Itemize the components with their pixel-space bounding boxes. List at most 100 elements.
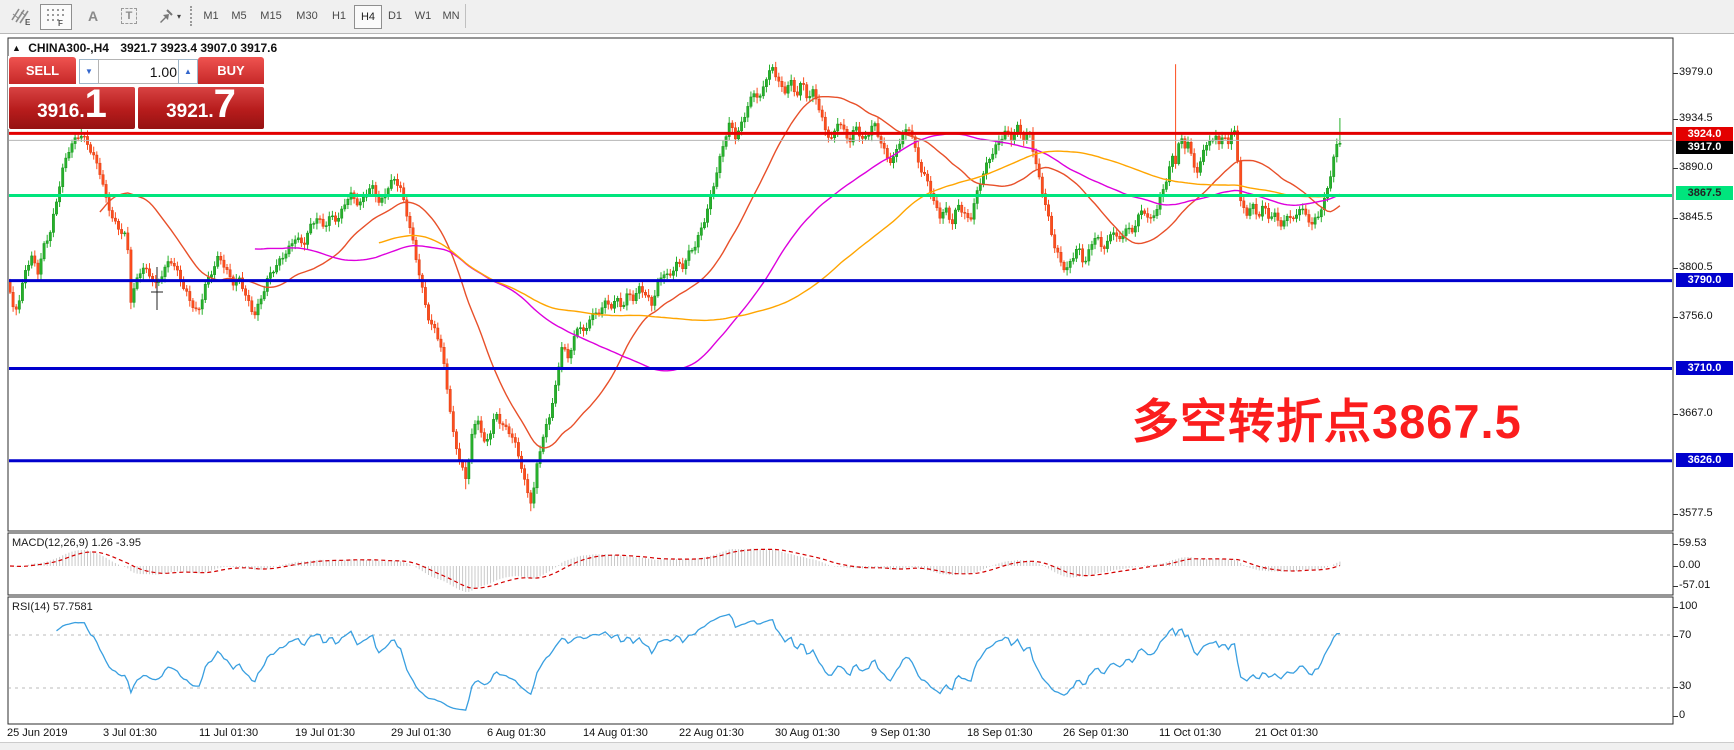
- indicator-tick-mark: [1673, 636, 1678, 637]
- price-tick-mark: [1673, 218, 1678, 219]
- arrow-objects-icon: [159, 9, 173, 23]
- buy-price-fraction: 7: [213, 82, 236, 126]
- pattern-tool-button[interactable]: E: [6, 4, 36, 28]
- macd-label: MACD(12,26,9) 1.26 -3.95: [12, 537, 142, 549]
- grid-icon: F: [47, 9, 64, 27]
- sell-price-main: 3916: [37, 101, 80, 122]
- time-axis-label: 3 Jul 01:30: [103, 727, 157, 739]
- time-axis-label: 11 Oct 01:30: [1159, 727, 1222, 739]
- time-axis-label: 11 Jul 01:30: [199, 727, 259, 739]
- price-tick-label: 3845.5: [1679, 211, 1713, 223]
- dropdown-caret-icon: ▾: [176, 11, 181, 21]
- time-axis-label: 18 Sep 01:30: [967, 727, 1033, 739]
- buy-label: BUY: [217, 63, 245, 78]
- indicator-tick-mark: [1673, 607, 1678, 608]
- price-level-badge: 3790.0: [1676, 273, 1733, 287]
- indicator-tick-label: -57.01: [1679, 579, 1711, 591]
- price-tick-label: 3800.5: [1679, 261, 1713, 273]
- price-tick-mark: [1673, 73, 1678, 74]
- buy-price-point: .: [208, 101, 214, 122]
- text-box-icon: T: [120, 8, 138, 24]
- time-axis-label: 21 Oct 01:30: [1255, 727, 1318, 739]
- volume-increase-button[interactable]: ▲: [178, 59, 198, 84]
- tf-button-M5[interactable]: M5: [231, 10, 247, 22]
- price-tick-label: 3979.0: [1679, 66, 1713, 78]
- chart-title: ▲ CHINA300-,H4 3921.7 3923.4 3907.0 3917…: [12, 41, 277, 55]
- sell-label: SELL: [25, 63, 60, 78]
- tf-button-MN[interactable]: MN: [442, 10, 460, 22]
- indicator-tick-mark: [1673, 544, 1678, 545]
- indicator-tick-label: 30: [1679, 680, 1692, 692]
- indicator-tick-label: 70: [1679, 629, 1692, 641]
- grid-toggle-button[interactable]: F: [40, 4, 72, 30]
- price-tick-label: 3890.0: [1679, 161, 1713, 173]
- time-axis-label: 19 Jul 01:30: [295, 727, 355, 739]
- price-tick-mark: [1673, 119, 1678, 120]
- time-axis-label: 9 Sep 01:30: [871, 727, 931, 739]
- price-level-badge: 3924.0: [1676, 127, 1733, 141]
- tf-button-M15[interactable]: M15: [260, 10, 282, 22]
- time-axis-label: 25 Jun 2019: [7, 727, 68, 739]
- price-tick-mark: [1673, 168, 1678, 169]
- buy-button[interactable]: BUY: [198, 57, 264, 84]
- volume-input[interactable]: 1.00: [98, 59, 184, 84]
- price-tick-label: 3577.5: [1679, 507, 1713, 519]
- svg-text:E: E: [25, 18, 31, 26]
- buy-price-box[interactable]: 3921. 7: [138, 82, 264, 129]
- price-tick-mark: [1673, 514, 1678, 515]
- tf-button-D1[interactable]: D1: [387, 10, 403, 22]
- price-tick-mark: [1673, 268, 1678, 269]
- indicator-tick-mark: [1673, 586, 1678, 587]
- price-tick-mark: [1673, 414, 1678, 415]
- indicator-tick-label: 100: [1679, 600, 1698, 612]
- text-box-tool-button[interactable]: T: [114, 4, 144, 28]
- arrow-objects-button[interactable]: ▾: [150, 4, 188, 28]
- volume-decrease-button[interactable]: ▼: [79, 59, 99, 84]
- indicator-tick-label: 0.00: [1679, 559, 1701, 571]
- tf-button-M1[interactable]: M1: [203, 10, 219, 22]
- buy-price-main: 3921: [166, 101, 209, 122]
- sell-button[interactable]: SELL: [9, 57, 76, 84]
- price-level-badge: 3710.0: [1676, 361, 1733, 375]
- price-tick-mark: [1673, 317, 1678, 318]
- status-bar: [0, 742, 1734, 750]
- indicator-tick-label: 0: [1679, 709, 1686, 721]
- price-tick-label: 3667.0: [1679, 407, 1713, 419]
- price-level-badge: 3917.0: [1676, 140, 1733, 154]
- time-axis-label: 14 Aug 01:30: [583, 727, 648, 739]
- sell-price-fraction: 1: [84, 82, 107, 126]
- toolbar: E F A T ▾ M1 M5 M1: [0, 0, 1734, 34]
- time-axis-label: 6 Aug 01:30: [487, 727, 546, 739]
- indicator-tick-mark: [1673, 716, 1678, 717]
- price-tick-label: 3756.0: [1679, 310, 1713, 322]
- indicator-tick-label: 59.53: [1679, 537, 1707, 549]
- letter-a-icon: A: [87, 8, 99, 24]
- one-click-trade-panel: SELL ▼ 1.00 ▲ BUY 3916. 1 3921. 7: [8, 56, 266, 129]
- volume-value: 1.00: [149, 63, 177, 80]
- tf-button-M30[interactable]: M30: [296, 10, 318, 22]
- toolbar-separator: [465, 4, 466, 28]
- text-label-tool-button[interactable]: A: [78, 4, 108, 28]
- price-level-badge: 3626.0: [1676, 453, 1733, 467]
- sell-price-box[interactable]: 3916. 1: [9, 82, 135, 129]
- sell-price-point: .: [79, 101, 85, 122]
- price-tick-label: 3934.5: [1679, 112, 1713, 124]
- time-axis-label: 26 Sep 01:30: [1063, 727, 1129, 739]
- ohlc-values: 3921.7 3923.4 3907.0 3917.6: [120, 41, 278, 55]
- tf-button-W1[interactable]: W1: [414, 10, 432, 22]
- svg-text:F: F: [58, 19, 63, 27]
- pivot-annotation-text: 多空转折点3867.5: [1132, 395, 1522, 448]
- price-level-badge: 3867.5: [1676, 186, 1733, 200]
- spinner-down-icon: ▼: [85, 67, 93, 76]
- collapse-icon[interactable]: ▲: [12, 43, 21, 53]
- time-axis-label: 30 Aug 01:30: [775, 727, 840, 739]
- hatch-pattern-icon: E: [11, 8, 31, 26]
- rsi-label: RSI(14) 57.7581: [12, 601, 93, 613]
- tf-button-H1[interactable]: H1: [331, 10, 347, 22]
- time-axis-label: 29 Jul 01:30: [391, 727, 451, 739]
- tf-button-H4[interactable]: H4: [354, 5, 382, 29]
- toolbar-grip[interactable]: [190, 6, 195, 26]
- spinner-up-icon: ▲: [184, 67, 192, 76]
